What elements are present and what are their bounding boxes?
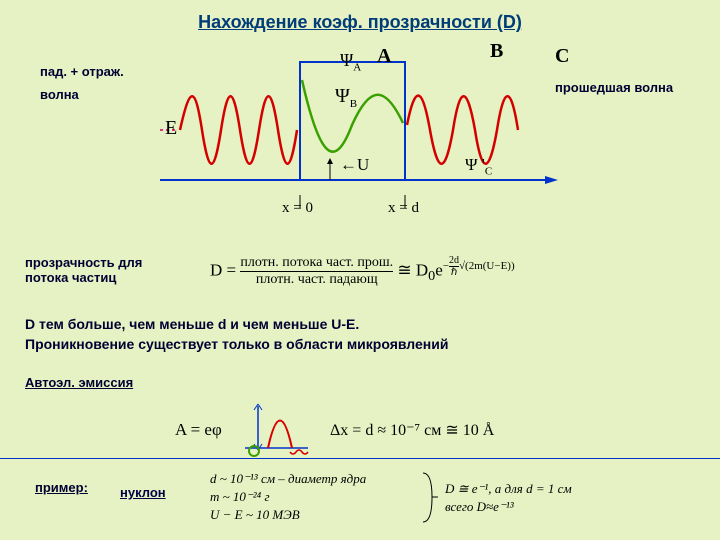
nucleon-D-result: D ≅ e⁻¹, а для d = 1 см всего D≈e⁻¹³ xyxy=(445,480,572,516)
A-formula: A = eφ xyxy=(175,420,222,440)
E-label: E xyxy=(165,117,177,140)
psi-B-label: ΨB xyxy=(335,85,357,110)
dx-formula: Δx = d ≈ 10⁻⁷ см ≅ 10 Å xyxy=(330,420,494,440)
U-label: ←U xyxy=(340,155,369,175)
autoemission-diagram xyxy=(240,398,315,463)
divider xyxy=(0,458,720,459)
transparency-label: прозрачность для потока частиц xyxy=(25,255,185,285)
example-label: пример: xyxy=(35,480,88,495)
xd-label: x = d xyxy=(388,200,419,217)
bracket-icon xyxy=(420,470,440,525)
page-title: Нахождение коэф. прозрачности (D) xyxy=(0,0,720,37)
region-A: A xyxy=(377,45,391,68)
autoemission-label: Автоэл. эмиссия xyxy=(25,375,133,390)
tunneling-diagram xyxy=(160,50,560,225)
region-B: B xyxy=(490,40,503,63)
label-right-wave: прошедшая волна xyxy=(555,80,673,95)
psi-C-label: Ψ 'C xyxy=(465,155,492,177)
psi-A-label: ΨA xyxy=(340,50,361,74)
D-formula: D = плотн. потока част. прош. плотн. час… xyxy=(210,255,515,288)
x0-label: x = 0 xyxy=(282,200,313,217)
label-left-wave: пад. + отраж. волна xyxy=(40,60,150,107)
region-C: C xyxy=(555,45,569,68)
D-explanation: D тем больше, чем меньше d и чем меньше … xyxy=(25,315,665,354)
nucleon-formulas: d ~ 10⁻¹³ см – диаметр ядра m ~ 10⁻²⁴ г … xyxy=(210,470,366,525)
nucleon-label: нуклон xyxy=(120,485,166,500)
